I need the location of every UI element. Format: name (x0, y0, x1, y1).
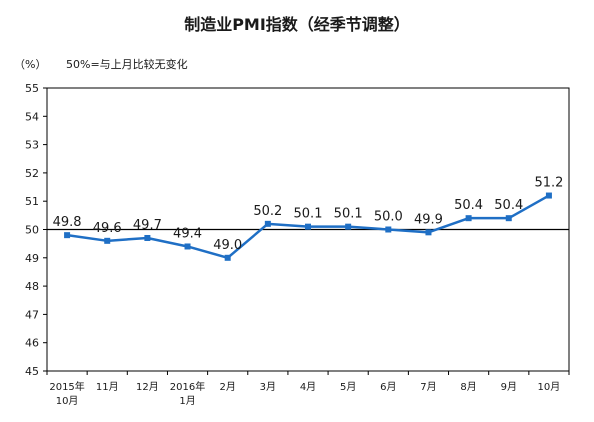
y-tick-label: 48 (25, 280, 39, 293)
x-tick-label: 11月 (96, 381, 119, 393)
data-point (144, 234, 151, 241)
data-point (224, 254, 231, 261)
y-tick-label: 45 (25, 365, 39, 378)
y-tick-label: 50 (25, 224, 39, 237)
x-tick-label: 2015年 10月 (49, 380, 84, 407)
data-point (264, 220, 271, 227)
data-point (545, 192, 552, 199)
y-axis-unit: （%） (14, 58, 46, 71)
y-tick-label: 47 (25, 308, 39, 321)
data-point (505, 215, 512, 222)
x-tick-label: 12月 (136, 381, 159, 393)
x-tick-label: 10月 (538, 381, 561, 393)
data-point (385, 226, 392, 233)
data-point (104, 237, 111, 244)
data-point (305, 223, 311, 230)
x-axis: 2015年 10月 11月 12月 2016年 1月 2月 3月 4月 5月 6月 7月 8月 9月 10月 (46, 371, 570, 407)
data-label: 50.2 (253, 204, 282, 219)
x-tick-label: 9月 (501, 381, 517, 393)
data-point (465, 215, 472, 222)
x-tick-label: 2016年 1月 (170, 380, 205, 407)
data-label: 50.0 (374, 210, 403, 225)
y-tick-label: 52 (25, 167, 39, 180)
y-tick-label: 51 (25, 195, 39, 208)
series-group: 49.8 49.6 49.7 49.4 49.0 50.2 50.1 50.1 50.0 49.9… (53, 176, 563, 261)
data-label: 49.9 (414, 212, 443, 227)
x-tick-label: 7月 (420, 381, 436, 393)
data-label: 50.4 (494, 198, 523, 213)
data-label: 51.2 (534, 176, 563, 191)
y-tick-label: 46 (25, 337, 39, 350)
data-label: 50.1 (334, 207, 363, 222)
data-label: 49.0 (213, 238, 242, 253)
x-tick-label: 5月 (340, 381, 356, 393)
data-label: 49.6 (93, 221, 122, 236)
data-label: 50.1 (294, 207, 323, 222)
y-tick-label: 49 (25, 252, 39, 265)
x-tick-label: 4月 (300, 381, 316, 393)
x-tick-label: 8月 (460, 381, 476, 393)
data-label: 49.8 (53, 215, 82, 230)
data-label: 50.4 (454, 198, 483, 213)
data-point (425, 229, 432, 236)
x-tick-label: 6月 (380, 381, 396, 393)
x-tick-label: 3月 (260, 381, 276, 393)
y-tick-label: 54 (25, 110, 39, 123)
data-point (184, 243, 191, 250)
y-tick-label: 55 (25, 82, 39, 95)
x-tick-label: 2月 (220, 381, 236, 393)
y-axis: 45 46 47 48 49 50 51 52 53 54 55 (25, 82, 47, 378)
data-label: 49.7 (133, 218, 162, 233)
data-point (345, 223, 352, 230)
reference-note: 50%=与上月比较无变化 (66, 57, 188, 71)
chart-title: 制造业PMI指数（经季节调整） (184, 15, 410, 34)
data-point (64, 232, 71, 239)
data-label: 49.4 (173, 226, 202, 241)
y-tick-label: 53 (25, 139, 39, 152)
